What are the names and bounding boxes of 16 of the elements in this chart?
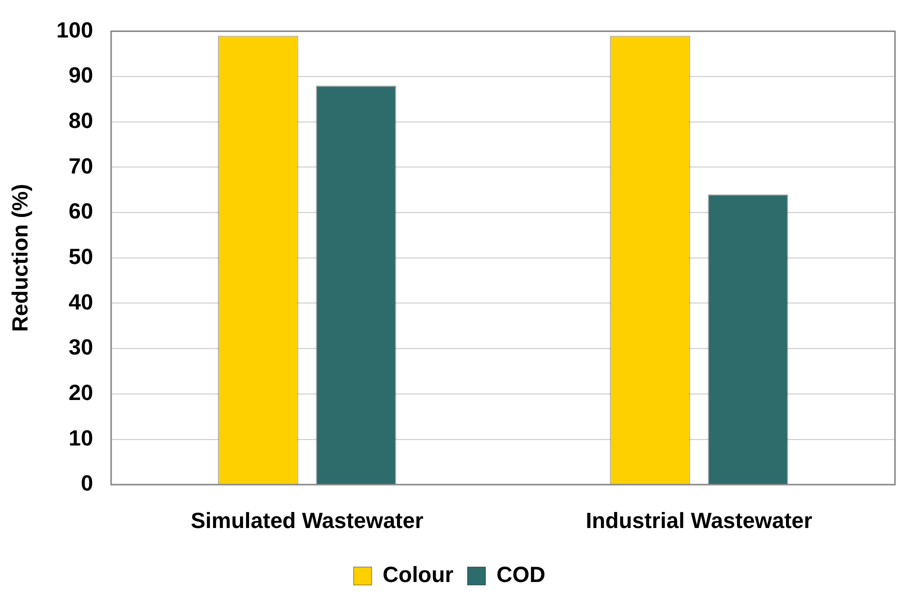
y-tick-label: 40 xyxy=(68,289,94,314)
x-tick-label: Industrial Wastewater xyxy=(586,508,813,533)
x-tick-label: Simulated Wastewater xyxy=(190,508,424,533)
legend-label: Colour xyxy=(382,562,454,588)
y-tick-label: 90 xyxy=(68,62,94,88)
y-tick-label: 70 xyxy=(68,153,94,178)
y-axis-title: Reduction (%) xyxy=(7,184,32,332)
legend-label: COD xyxy=(496,562,546,588)
y-tick-label: 0 xyxy=(80,470,94,496)
y-tick-label: 80 xyxy=(68,108,94,133)
y-tick-label: 10 xyxy=(68,425,94,450)
y-tick-label: 30 xyxy=(68,334,94,360)
y-tick-label: 100 xyxy=(56,17,94,42)
y-tick-label: 50 xyxy=(68,244,94,269)
y-tick-label: 60 xyxy=(68,198,94,224)
y-tick-label: 20 xyxy=(68,380,94,405)
